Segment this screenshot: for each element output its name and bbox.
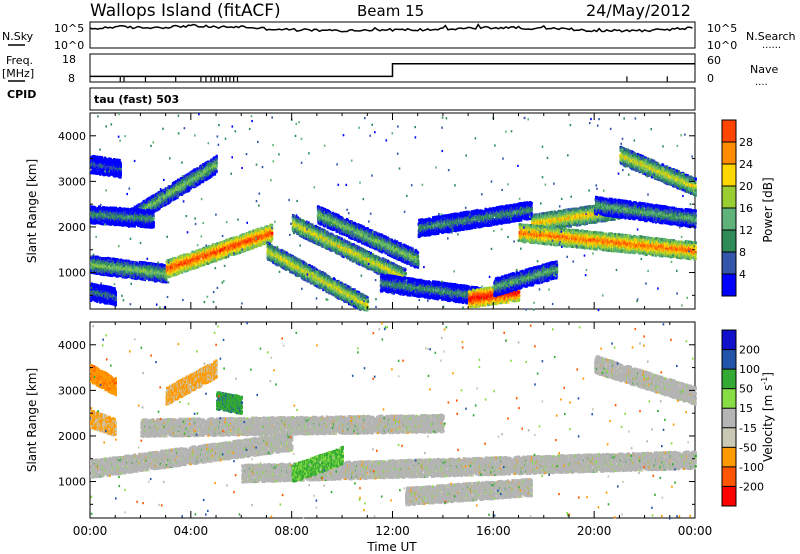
freq-unit-label: [MHz] — [2, 67, 34, 80]
freq-label: Freq. — [6, 54, 33, 67]
frequency-panel: 18 8 60 0 — [62, 53, 721, 93]
noise-panel: 10^5 10^0 10^5 10^0 — [54, 22, 737, 52]
beam-title: Beam 15 — [357, 2, 424, 20]
noise-tick-left-top: 10^5 — [54, 22, 84, 35]
nsky-label: N.Sky — [2, 30, 34, 43]
freq-tick-right-top: 60 — [707, 54, 721, 67]
freq-tick-left-top: 18 — [62, 53, 76, 66]
cpid-value: tau (fast) 503 — [94, 93, 179, 106]
cpid-strip-frame — [90, 88, 695, 110]
nave-label: Nave — [750, 63, 778, 76]
noise-tick-right-bottom: 10^0 — [707, 39, 737, 52]
nave-key: .... — [755, 77, 768, 88]
noise-tick-left-bottom: 10^0 — [54, 39, 84, 52]
noise-panel-frame — [90, 22, 695, 48]
power-cell-1357 — [165, 279, 167, 282]
noise-tick-right-top: 10^5 — [707, 22, 737, 35]
date-title: 24/May/2012 — [586, 1, 691, 20]
nsearch-key: ...... — [762, 40, 781, 51]
freq-tick-right-bottom: 0 — [707, 72, 714, 85]
cpid-label: CPID — [7, 88, 36, 101]
freq-tick-left-bottom: 8 — [68, 72, 75, 85]
station-title: Wallops Island (fitACF) — [90, 1, 281, 21]
